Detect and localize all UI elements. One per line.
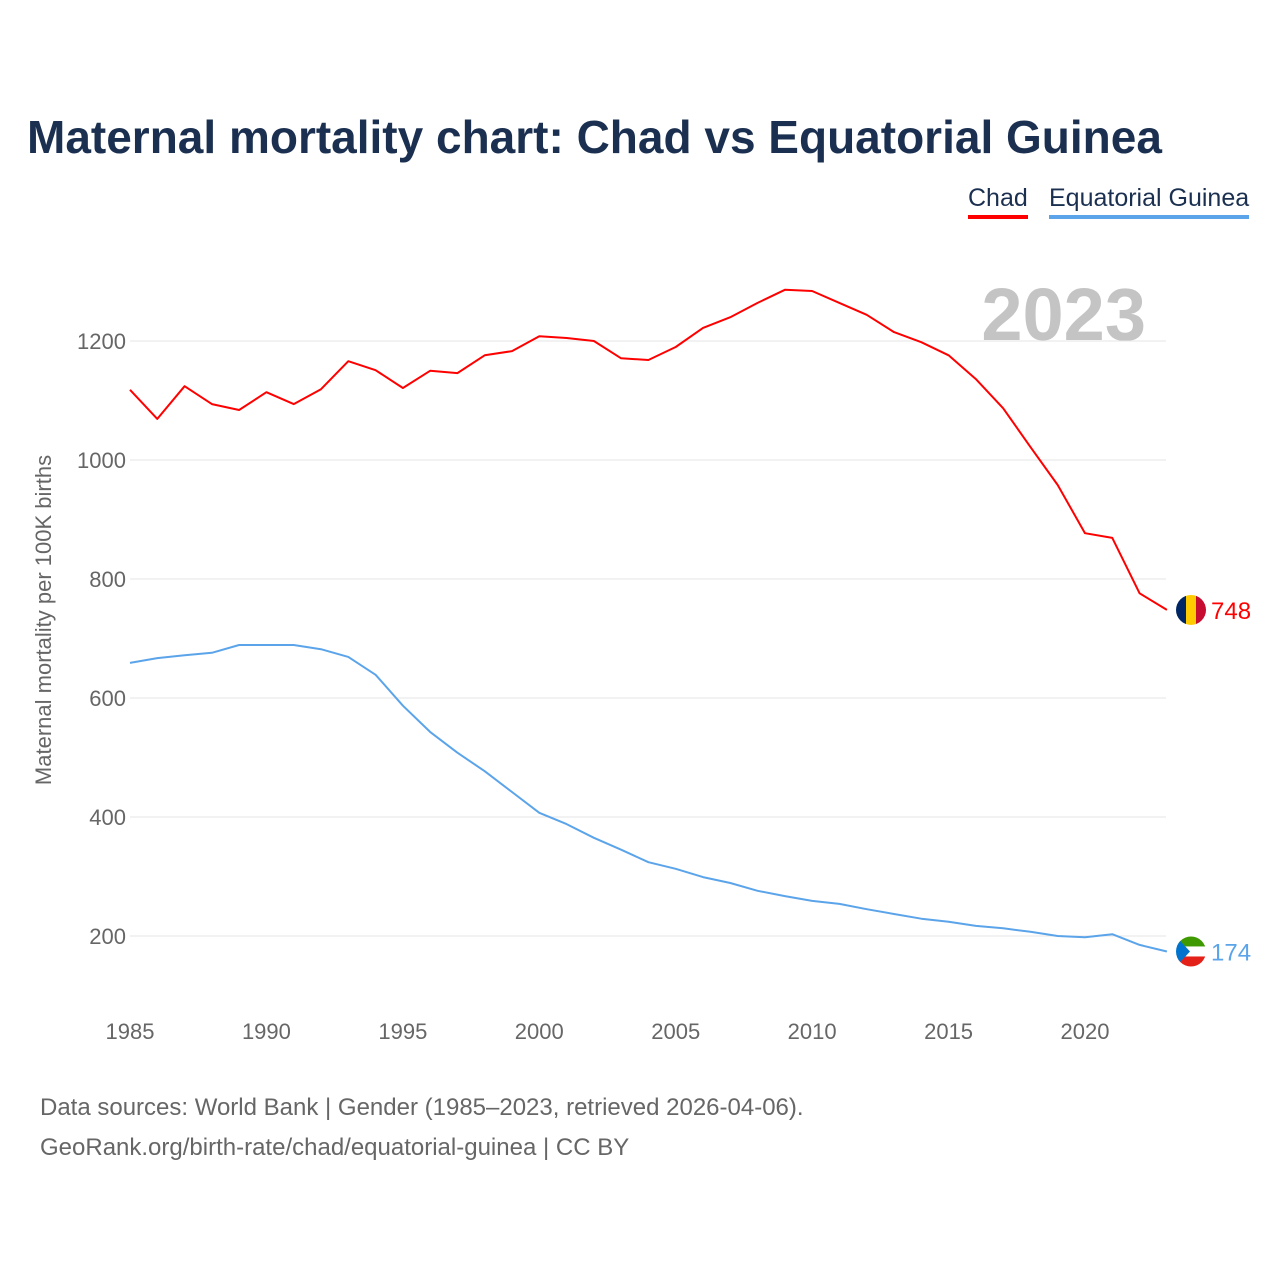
y-tick-label: 1200 xyxy=(77,329,126,354)
chad-flag-icon xyxy=(1176,594,1206,625)
y-tick-label: 400 xyxy=(89,805,126,830)
x-tick-label: 1990 xyxy=(242,1019,291,1044)
year-watermark: 2023 xyxy=(981,273,1146,356)
source-link[interactable]: GeoRank.org/birth-rate/chad/equatorial-g… xyxy=(40,1134,630,1161)
y-axis-label: Maternal mortality per 100K births xyxy=(31,455,56,785)
series-line-equatorial-guinea xyxy=(129,644,1168,953)
equatorial-guinea-flag-icon xyxy=(1176,936,1206,967)
source-line: Data sources: World Bank | Gender (1985–… xyxy=(40,1094,804,1121)
end-value-label: 174 xyxy=(1211,939,1251,966)
end-value-label: 748 xyxy=(1211,598,1251,625)
y-tick-label: 200 xyxy=(89,924,126,949)
series-line-chad xyxy=(129,288,1168,611)
x-tick-label: 2000 xyxy=(515,1019,564,1044)
x-tick-label: 2015 xyxy=(924,1019,973,1044)
source-note: Data sources: World Bank | Gender (1985–… xyxy=(40,1088,804,1168)
x-tick-label: 1985 xyxy=(106,1019,155,1044)
legend-chad[interactable]: Chad xyxy=(968,184,1028,219)
chart-title: Maternal mortality chart: Chad vs Equato… xyxy=(27,111,1162,163)
x-tick-label: 2005 xyxy=(651,1019,700,1044)
y-tick-label: 600 xyxy=(89,686,126,711)
x-tick-label: 1995 xyxy=(378,1019,427,1044)
x-tick-label: 2020 xyxy=(1061,1019,1110,1044)
legend-equatorial-guinea[interactable]: Equatorial Guinea xyxy=(1049,184,1250,219)
y-tick-label: 1000 xyxy=(77,448,126,473)
y-tick-label: 800 xyxy=(89,567,126,592)
x-tick-label: 2010 xyxy=(788,1019,837,1044)
